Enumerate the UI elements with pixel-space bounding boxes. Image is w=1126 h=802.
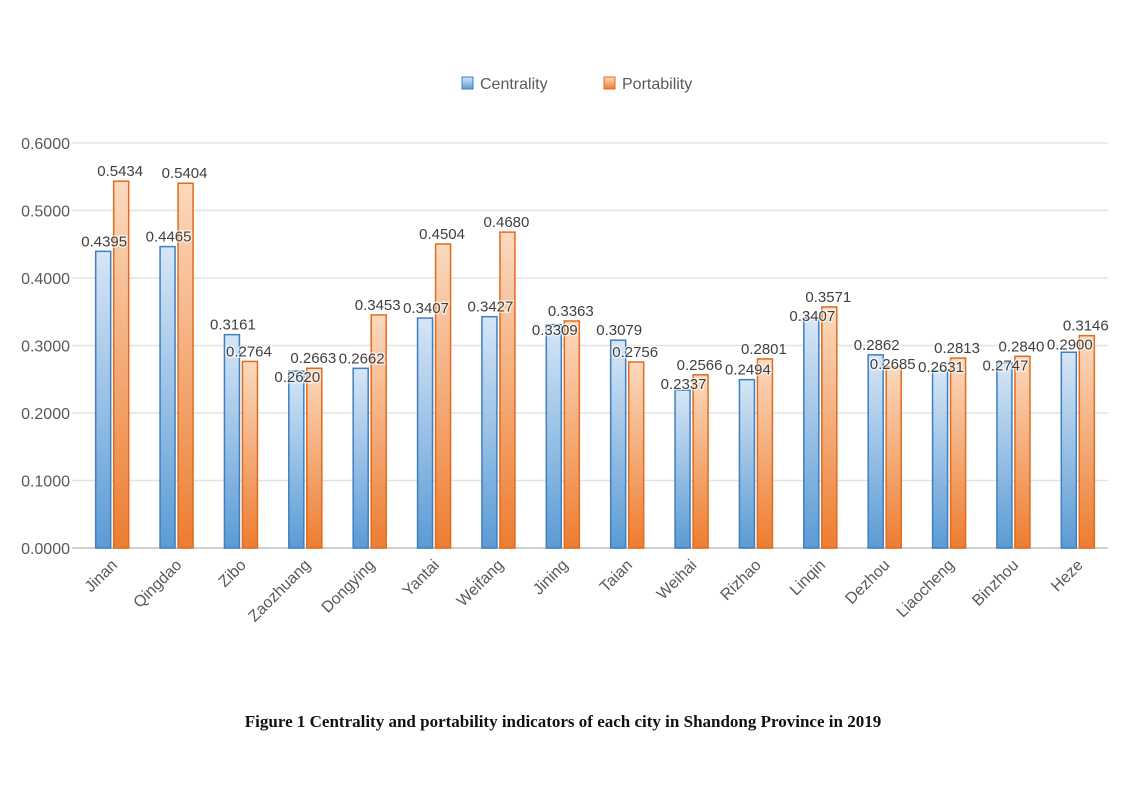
bar-centrality [931,369,949,549]
x-tick-label: Weifang [454,557,507,610]
bar-portability [241,360,259,549]
y-tick-label: 0.5000 [21,204,70,221]
bar-centrality [867,354,884,549]
x-tick-label: Liaocheng [894,557,958,621]
bar-portability [885,366,902,549]
data-label-portability: 0.2756 [612,344,658,361]
x-tick-label: Zibo [216,557,250,591]
data-label-portability: 0.5404 [162,165,208,182]
data-label-portability: 0.2764 [226,343,272,360]
data-label-centrality: 0.3079 [596,322,642,339]
x-tick-label: Binzhou [969,557,1022,610]
bar-centrality [609,339,627,549]
data-label-portability: 0.2685 [870,356,916,373]
data-label-portability: 0.4504 [419,226,465,243]
data-label-centrality: 0.2337 [661,376,707,393]
bar-centrality [803,317,820,549]
data-label-centrality: 0.3161 [210,317,256,334]
bar-portability [563,320,581,549]
x-tick-label: Linqin [787,557,829,599]
data-label-portability: 0.3453 [355,297,401,314]
x-tick-label: Zaozhuang [246,557,315,626]
y-tick-label: 0.6000 [21,136,70,153]
bar-portability [499,231,516,549]
bar-portability [306,367,323,549]
data-label-portability: 0.3363 [548,303,594,320]
data-label-portability: 0.2813 [934,340,980,357]
bar-centrality [1060,351,1078,549]
bar-portability [1014,355,1031,549]
data-label-centrality: 0.3309 [532,322,578,339]
data-label-centrality: 0.2494 [725,362,771,379]
y-tick-label: 0.1000 [21,474,70,491]
y-tick-label: 0.3000 [21,339,70,356]
bar-centrality [738,378,756,549]
data-label-centrality: 0.3407 [789,308,835,325]
x-tick-label: Taian [597,557,636,596]
bar-centrality [159,245,176,549]
legend-label-centrality: Centrality [480,76,548,93]
data-label-portability: 0.3146 [1063,318,1109,335]
bar-portability [821,306,838,549]
data-label-portability: 0.2663 [290,350,336,367]
data-label-centrality: 0.2631 [918,359,964,376]
bar-portability [949,357,967,549]
data-label-centrality: 0.2662 [339,350,385,367]
data-label-centrality: 0.3407 [403,300,449,317]
data-label-centrality: 0.4395 [81,233,127,250]
bar-centrality [674,389,691,549]
x-tick-label: Jining [530,557,572,599]
bar-centrality [288,370,305,549]
data-label-portability: 0.2840 [998,338,1044,355]
y-tick-label: 0.4000 [21,271,70,288]
x-tick-label: Dezhou [842,557,893,608]
bar-portability [112,180,130,549]
bar-centrality [545,323,563,549]
bar-centrality [94,250,112,549]
data-label-portability: 0.2566 [677,357,723,374]
x-tick-label: Qingdao [131,557,186,612]
y-tick-label: 0.0000 [21,541,70,558]
bar-portability [177,182,194,549]
data-label-portability: 0.2801 [741,341,787,358]
data-label-portability: 0.4680 [483,214,529,231]
bar-portability [1078,334,1096,549]
bar-centrality [416,317,434,549]
bar-centrality [223,333,241,549]
bar-centrality [481,315,498,549]
data-label-portability: 0.5434 [97,163,143,180]
x-tick-label: Weihai [654,557,700,603]
data-label-centrality: 0.3427 [467,299,513,316]
bar-portability [370,314,387,549]
data-label-portability: 0.3571 [805,289,851,306]
bar-portability [692,374,709,549]
x-tick-label: Rizhao [718,557,765,604]
figure-caption: Figure 1 Centrality and portability indi… [244,712,882,731]
legend-swatch-centrality [461,76,474,90]
legend-label-portability: Portability [622,76,692,93]
bar-centrality [352,367,369,549]
bar-portability [434,243,452,549]
x-tick-label: Heze [1048,557,1087,596]
data-label-centrality: 0.2747 [982,357,1028,374]
data-label-centrality: 0.2620 [274,369,320,386]
data-label-centrality: 0.4465 [146,229,192,246]
x-tick-label: Jinan [82,557,121,596]
bar-portability [756,358,774,549]
legend-swatch-portability [603,76,616,90]
bar-centrality [996,361,1013,549]
data-label-centrality: 0.2862 [854,337,900,354]
data-label-centrality: 0.2900 [1047,337,1093,354]
x-tick-label: Yantai [400,557,443,600]
y-tick-label: 0.2000 [21,406,70,423]
x-tick-label: Dongying [319,557,379,617]
bar-portability [627,361,645,549]
